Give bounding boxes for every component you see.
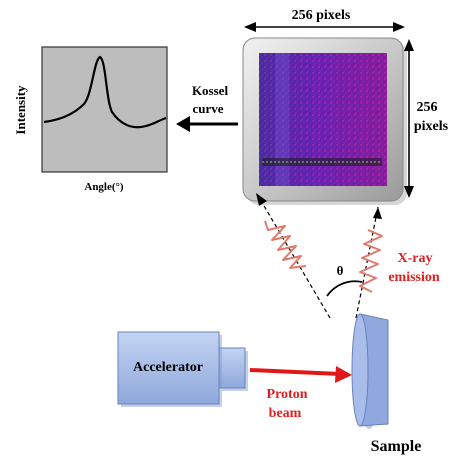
proton-beam-arrow: Proton beam	[249, 366, 352, 421]
xray-wave-right	[359, 229, 383, 293]
accelerator-icon: Accelerator	[117, 331, 248, 407]
xray-emission-label: X-ray emission	[388, 251, 440, 285]
height-label-line2: pixels	[414, 119, 449, 134]
angle-axis-label: Angle(°)	[84, 181, 124, 193]
kossel-curve-line	[43, 55, 167, 129]
width-label: 256 pixels	[292, 8, 351, 23]
kossel-plot: Intensity Angle(°)	[13, 46, 168, 193]
xray-label-line2: emission	[388, 270, 440, 285]
width-dimension: 256 pixels	[244, 8, 405, 32]
proton-label-line1: Proton	[267, 387, 308, 402]
kossel-label-line1: Kossel	[192, 83, 229, 98]
sample-label: Sample	[371, 438, 422, 455]
theta-label: θ	[337, 263, 344, 278]
height-dimension: 256 pixels	[404, 39, 449, 198]
xray-label-line1: X-ray	[398, 251, 433, 266]
kossel-arrow: Kossel curve	[176, 83, 238, 132]
intensity-axis-label: Intensity	[13, 85, 28, 135]
height-label-line1: 256	[417, 100, 438, 115]
pixel-detector-icon	[242, 37, 407, 205]
sample-disk-icon: Sample	[351, 313, 422, 455]
accelerator-label: Accelerator	[133, 360, 203, 375]
xray-paths	[256, 193, 382, 319]
xray-wave-left	[264, 220, 307, 269]
kossel-label-line2: curve	[192, 101, 223, 116]
theta-angle: θ	[326, 263, 363, 297]
proton-label-line2: beam	[269, 406, 302, 421]
